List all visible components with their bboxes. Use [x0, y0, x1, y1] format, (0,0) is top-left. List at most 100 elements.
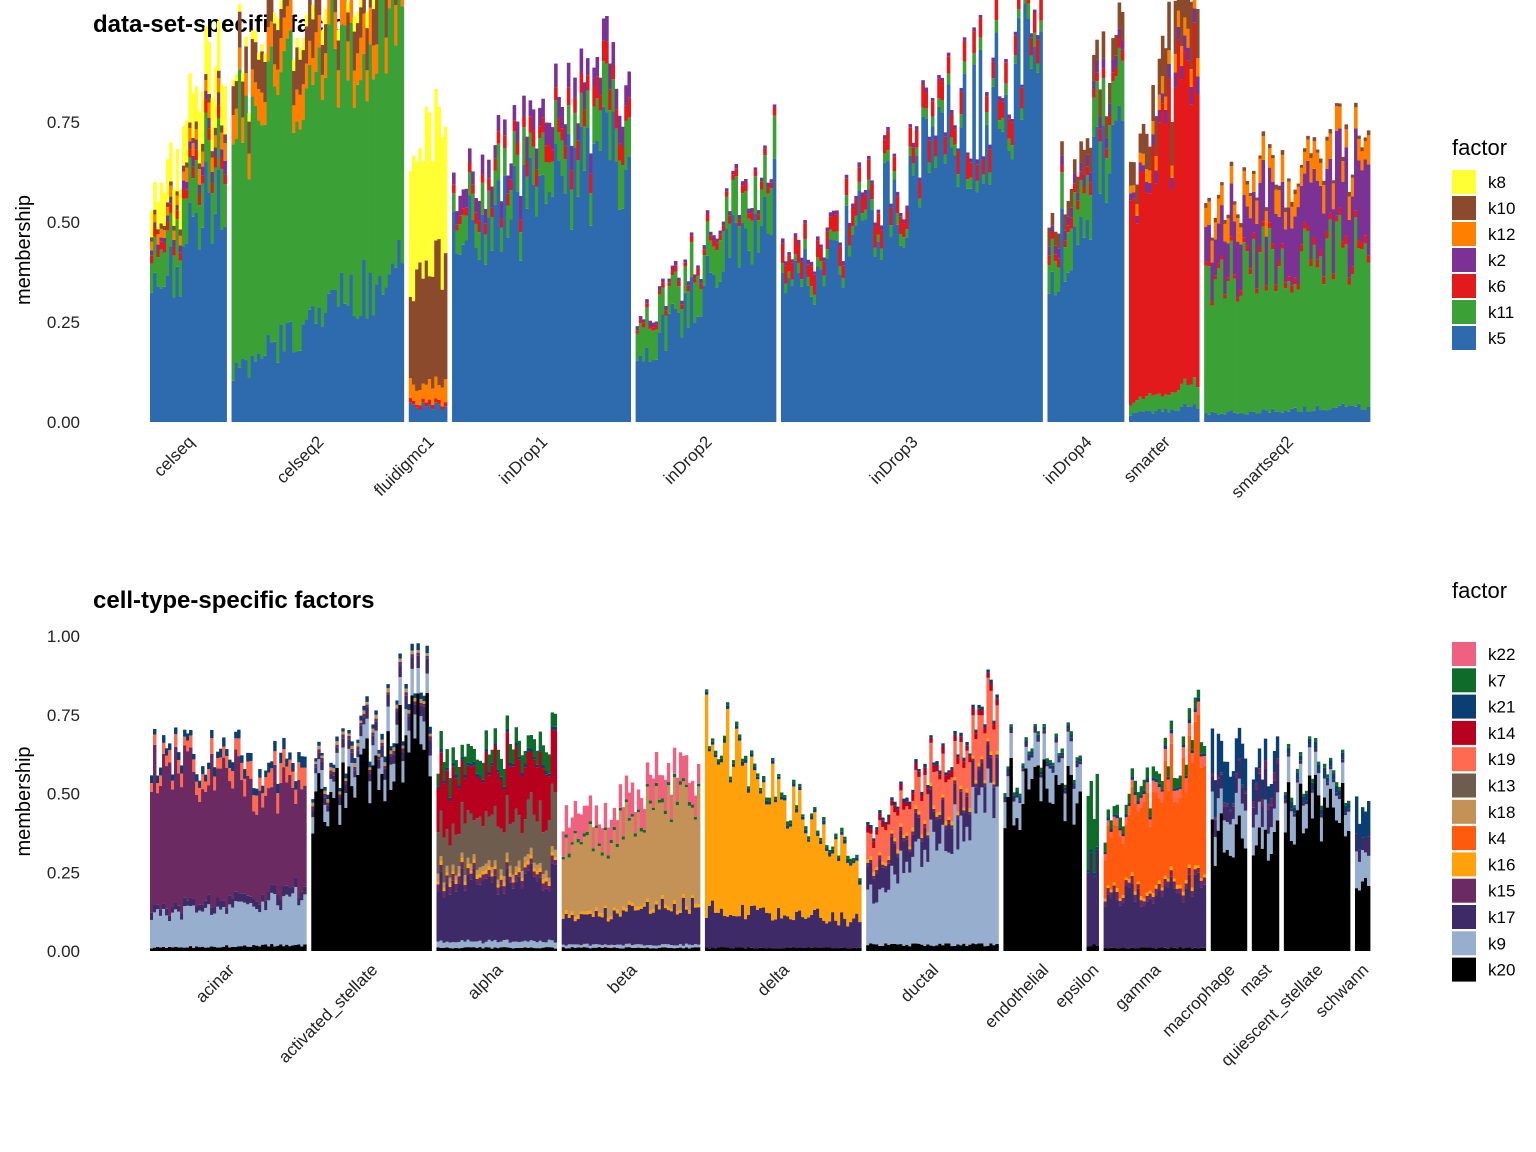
bar-segment-k10: [1129, 161, 1133, 186]
bar-segment-k10: [1366, 130, 1371, 136]
bar-segment-k13: [502, 832, 506, 877]
bar-segment-k6: [467, 162, 472, 173]
bar-segment-k7: [1106, 809, 1110, 818]
bar-segment-k17: [1066, 728, 1070, 732]
bar-segment-k11: [860, 213, 865, 221]
bar-segment-k12: [156, 234, 160, 245]
bar-segment-k11: [1220, 259, 1224, 414]
bar-segment-k9: [425, 673, 429, 693]
bar-segment-k11: [223, 184, 227, 227]
bar-segment-k16: [582, 911, 587, 915]
bar-segment-k11: [191, 178, 196, 217]
bar-segment-k17: [380, 745, 384, 758]
bar-segment-k11: [506, 205, 510, 238]
bar-segment-k17: [902, 841, 906, 874]
bar-segment-k11: [1160, 396, 1165, 412]
bar-segment-k2: [642, 319, 646, 323]
bar-segment-k10: [1220, 182, 1224, 186]
bar-segment-k7: [1003, 793, 1007, 797]
bar-segment-k15: [300, 789, 304, 892]
x-category-label: epsilon: [1051, 960, 1103, 1012]
bar-segment-k16: [887, 855, 891, 860]
bar-segment-k14: [896, 809, 900, 816]
bar-segment-k21: [1133, 791, 1138, 796]
bar-segment-k20: [472, 947, 476, 951]
bar-segment-k11: [266, 61, 271, 335]
bar-segment-k6: [851, 208, 855, 227]
bar-segment-k15: [941, 797, 945, 800]
bar-segment-k7: [615, 843, 620, 848]
bar-segment-k20: [234, 947, 238, 951]
bar-segment-k21: [392, 743, 396, 748]
bar-segment-k2: [895, 191, 900, 197]
bar-segment-k14: [893, 805, 897, 813]
legend-title: factor: [1452, 578, 1507, 603]
bar-segment-k2: [718, 230, 723, 235]
bar-segment-k18: [439, 856, 443, 862]
bar-segment-k2: [1157, 109, 1162, 123]
bar-segment-k11: [455, 230, 459, 254]
bar-segment-k16: [672, 900, 677, 904]
bar-segment-k19: [908, 809, 912, 847]
bar-segment-k17: [1027, 757, 1031, 761]
bar-segment-k10: [1186, 0, 1190, 29]
bar-segment-k21: [798, 786, 802, 791]
bar-segment-k6: [879, 230, 884, 249]
bar-segment-k21: [386, 684, 390, 689]
bar-segment-k6: [1334, 215, 1339, 222]
bar-segment-k16: [902, 835, 906, 838]
bar-segment-k15: [297, 779, 301, 898]
bar-segment-k18: [392, 747, 396, 751]
bar-segment-k21: [490, 762, 494, 766]
bar-segment-k7: [666, 782, 671, 786]
bar-segment-k11: [819, 260, 823, 270]
bar-segment-k15: [923, 823, 927, 828]
bar-segment-k12: [384, 37, 389, 74]
bar-segment-k15: [350, 748, 354, 753]
bar-segment-k16: [442, 887, 446, 892]
bar-segment-k2: [1229, 183, 1234, 237]
bar-segment-k20: [511, 948, 516, 951]
bar-segment-k2: [1303, 173, 1307, 222]
bar-segment-k16: [1154, 885, 1159, 889]
bar-segment-k19: [956, 764, 960, 812]
bar-segment-k15: [959, 789, 963, 792]
bar-segment-k18: [389, 750, 393, 755]
bar-segment-k17: [731, 915, 736, 949]
bar-segment-k20: [1231, 857, 1236, 951]
bar-segment-k7: [789, 820, 793, 824]
bar-segment-k17: [1184, 888, 1189, 948]
bar-segment-k6: [737, 219, 742, 227]
bar-segment-k17: [1286, 753, 1291, 757]
bar-segment-k2: [766, 182, 770, 188]
bar-segment-k6: [617, 143, 622, 161]
bar-segment-k16: [645, 898, 650, 902]
bar-segment-k12: [237, 47, 242, 70]
bar-segment-k20: [792, 947, 796, 951]
bar-segment-k11: [737, 226, 742, 268]
bar-segment-k15: [457, 876, 461, 884]
bar-segment-k9: [168, 921, 172, 947]
bar-segment-k21: [508, 763, 513, 767]
bar-segment-k12: [1306, 139, 1310, 161]
bar-segment-k11: [838, 266, 842, 275]
bar-segment-k20: [603, 947, 608, 951]
bar-segment-k2: [1132, 192, 1136, 199]
bar-segment-k10: [282, 0, 287, 18]
bar-segment-k11: [1117, 47, 1122, 106]
bar-segment-k2: [1160, 93, 1165, 104]
bar-segment-k6: [689, 235, 694, 242]
bar-segment-k12: [263, 102, 268, 125]
bar-segment-k17: [564, 913, 569, 946]
bar-segment-k15: [896, 853, 900, 858]
bar-segment-k6: [651, 327, 656, 331]
bar-segment-k20: [789, 947, 793, 951]
bar-segment-k11: [273, 86, 277, 342]
bar-segment-k6: [1004, 62, 1008, 84]
bar-segment-k6: [854, 199, 858, 216]
bar-segment-k5: [712, 274, 716, 422]
bar-segment-k21: [300, 756, 304, 768]
bar-segment-k20: [550, 947, 555, 951]
bar-segment-k17: [1166, 887, 1171, 949]
bar-segment-k18: [660, 802, 665, 896]
